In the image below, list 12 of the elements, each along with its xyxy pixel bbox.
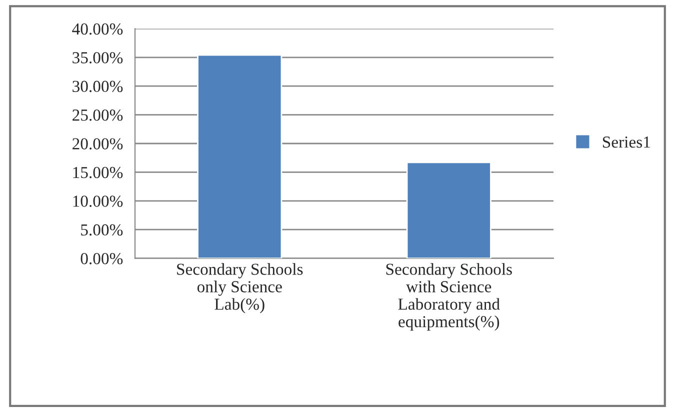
y-tick-label: 5.00%	[81, 224, 123, 236]
y-tick-label: 25.00%	[72, 110, 123, 121]
y-tick-label: 10.00%	[73, 196, 123, 207]
y-tick-label: 15.00%	[73, 166, 123, 178]
y-tick-label: 0.00%	[80, 253, 123, 264]
y-tick-label: 35.00%	[72, 52, 123, 64]
legend-label: Series1	[602, 136, 650, 148]
x-tick-label: Secondary Schools only Science Lab(%)	[177, 263, 303, 314]
y-tick-label: 30.00%	[72, 80, 123, 92]
y-tick-label: 20.00%	[72, 138, 123, 150]
x-tick-label: Secondary Schools with Science Laboratory and equipments(%)	[386, 263, 512, 331]
y-tick-label: 40.00%	[72, 23, 123, 35]
